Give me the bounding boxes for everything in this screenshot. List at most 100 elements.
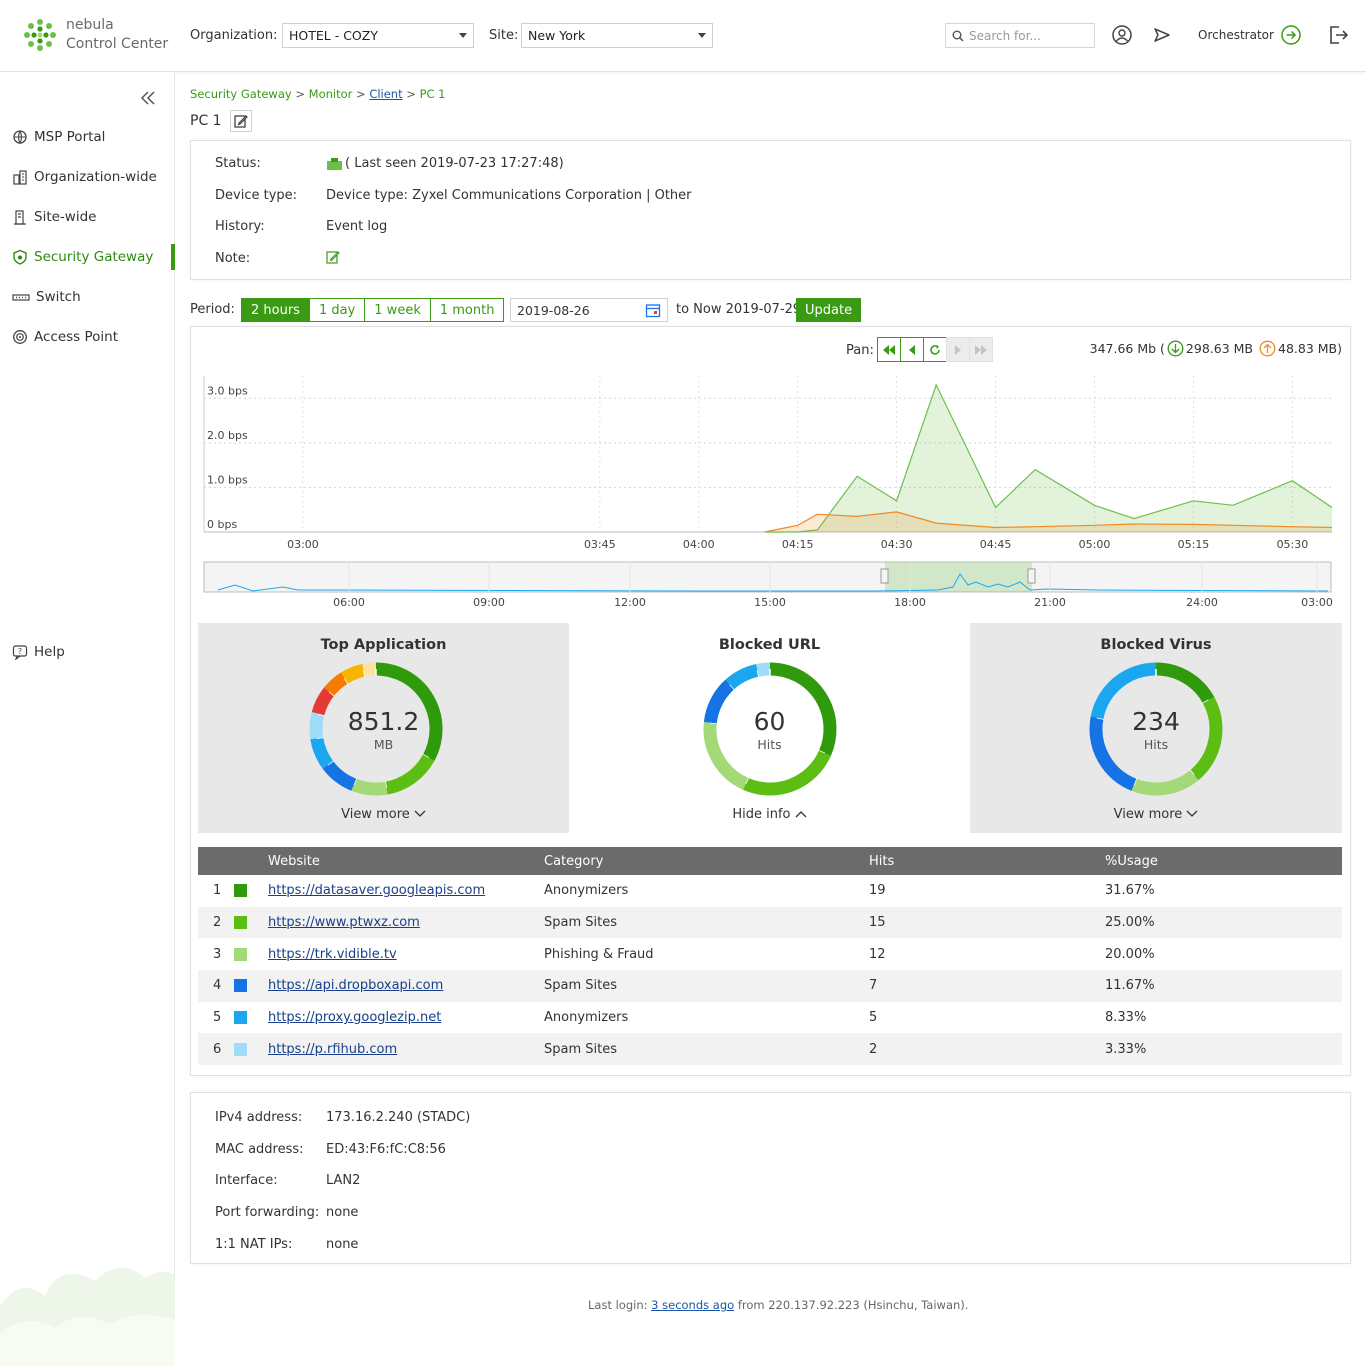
period-1-week-button[interactable]: 1 week: [365, 299, 431, 321]
website-link[interactable]: https://p.rfihub.com: [268, 1041, 398, 1057]
x-tick-label: 05:30: [1277, 538, 1309, 551]
blocked-virus-value: 234: [1132, 707, 1180, 736]
date-input[interactable]: 2019-08-26: [510, 298, 668, 322]
donut-segment-8[interactable]: [341, 663, 366, 684]
calendar-icon[interactable]: [645, 302, 661, 318]
usage-total: 347.66 Mb (: [1089, 341, 1165, 356]
double-chevron-right-icon: [975, 344, 987, 355]
chevron-left-icon: [909, 344, 915, 355]
site-select[interactable]: New York: [521, 23, 713, 48]
arrow-right-circle-icon[interactable]: [1280, 24, 1302, 46]
donut-segment-5[interactable]: [309, 711, 325, 740]
donut-segment-9[interactable]: [362, 662, 377, 677]
navigator-handle-left[interactable]: [880, 568, 889, 584]
help-link[interactable]: ? Help: [12, 644, 65, 660]
port-forwarding-value: none: [326, 1205, 359, 1220]
blocked-url-donut: [703, 662, 837, 796]
last-login-link[interactable]: 3 seconds ago: [651, 1298, 735, 1312]
series-line-0: [764, 383, 1333, 533]
donut-segment-0[interactable]: [1155, 662, 1215, 704]
page-title-row: PC 1: [190, 110, 252, 132]
donut-segment-1[interactable]: [1189, 696, 1223, 781]
donut-segment-2[interactable]: [1131, 770, 1199, 796]
breadcrumb-security-gateway[interactable]: Security Gateway: [190, 87, 292, 101]
period-1-day-button[interactable]: 1 day: [309, 299, 366, 321]
sidebar-item-security-gateway[interactable]: Security Gateway: [0, 244, 175, 270]
website-link[interactable]: https://datasaver.googleapis.com: [268, 883, 486, 899]
donut-segment-3[interactable]: [1089, 716, 1137, 791]
pan-first-button[interactable]: [877, 337, 901, 362]
website-link[interactable]: https://www.ptwxz.com: [268, 915, 420, 931]
last-login-prefix: Last login:: [588, 1298, 652, 1312]
chevron-down-icon: [459, 33, 467, 38]
sidebar-item-access-point[interactable]: Access Point: [0, 324, 175, 350]
donut-segment-0[interactable]: [769, 662, 837, 757]
period-2-hours-button[interactable]: 2 hours: [242, 299, 310, 321]
search-icon: [952, 30, 964, 42]
edit-icon: [233, 115, 248, 128]
period-1-month-button[interactable]: 1 month: [430, 299, 504, 321]
chevron-down-icon: [698, 33, 706, 38]
table-row: 6 https://p.rfihub.com Spam Sites 2 3.33%: [198, 1033, 1342, 1066]
sidebar-item-switch[interactable]: Switch: [0, 284, 175, 310]
donut-segment-3[interactable]: [703, 679, 735, 724]
website-link[interactable]: https://trk.vidible.tv: [268, 946, 397, 962]
access-point-icon: [13, 330, 27, 344]
row-index-cell: 5: [198, 1002, 268, 1034]
time-navigator[interactable]: 06:00 09:00 12:00 15:00 18:00 21:00 24:00 03:00: [198, 560, 1343, 610]
collapse-sidebar-icon[interactable]: [138, 88, 158, 108]
blocked-virus-view-more[interactable]: View more: [970, 807, 1342, 822]
breadcrumb-client[interactable]: Client: [369, 87, 403, 101]
logout-icon[interactable]: [1327, 24, 1349, 46]
ipv4-label: IPv4 address:: [215, 1110, 303, 1125]
donut-segment-1[interactable]: [742, 750, 831, 796]
update-button[interactable]: Update: [796, 298, 862, 322]
donut-segment-4[interactable]: [310, 736, 334, 769]
blocked-url-hide-info[interactable]: Hide info: [569, 807, 970, 822]
breadcrumb-monitor[interactable]: Monitor: [308, 87, 353, 101]
edit-title-button[interactable]: [229, 110, 252, 132]
donut-divider: [327, 759, 334, 766]
announcement-icon[interactable]: [1151, 24, 1173, 46]
org-select[interactable]: HOTEL - COZY: [282, 23, 474, 48]
sidebar-item-msp-portal[interactable]: MSP Portal: [0, 124, 175, 150]
sidebar-item-label: Site-wide: [34, 209, 97, 225]
navigator-handle-right[interactable]: [1027, 568, 1036, 584]
sidebar-item-site-wide[interactable]: Site-wide: [0, 204, 175, 230]
x-tick-label: 04:15: [782, 538, 814, 551]
donut-segment-1[interactable]: [384, 754, 435, 795]
donut-segment-2[interactable]: [351, 778, 388, 796]
donut-segment-7[interactable]: [324, 672, 349, 696]
usage-header[interactable]: %Usage: [1105, 847, 1342, 875]
upload-icon: [1259, 340, 1276, 357]
note-edit-button[interactable]: [326, 250, 340, 264]
donut-segment-5[interactable]: [756, 662, 771, 677]
search-input[interactable]: Search for...: [945, 23, 1095, 48]
website-link[interactable]: https://proxy.googlezip.net: [268, 1010, 442, 1026]
row-index: 6: [213, 1041, 222, 1057]
x-tick-label: 03:00: [287, 538, 319, 551]
navigator-line: [217, 573, 1329, 592]
donut-segment-4[interactable]: [725, 663, 760, 690]
sidebar-item-label: Organization-wide: [34, 169, 157, 185]
website-link[interactable]: https://api.dropboxapi.com: [268, 978, 444, 994]
donut-segment-4[interactable]: [1090, 662, 1157, 720]
sidebar-item-organization-wide[interactable]: Organization-wide: [0, 164, 175, 190]
pan-last-button[interactable]: [969, 337, 993, 362]
support-icon[interactable]: [1111, 24, 1133, 46]
pan-refresh-button[interactable]: [923, 337, 947, 362]
event-log-link[interactable]: Event log: [326, 219, 388, 234]
x-tick-label: 03:45: [584, 538, 616, 551]
hits-header[interactable]: Hits: [869, 847, 1105, 875]
donut-segment-3[interactable]: [322, 760, 357, 791]
pan-prev-button[interactable]: [900, 337, 924, 362]
pan-next-button[interactable]: [946, 337, 970, 362]
nebula-logo[interactable]: nebula Control Center: [22, 16, 168, 54]
donut-segment-0[interactable]: [375, 662, 443, 761]
orchestrator-link[interactable]: Orchestrator: [1198, 28, 1274, 42]
website-header[interactable]: Website: [268, 847, 544, 875]
category-header[interactable]: Category: [544, 847, 869, 875]
blocked-virus-title: Blocked Virus: [1100, 637, 1212, 653]
donut-segment-2[interactable]: [703, 722, 749, 790]
top-application-view-more[interactable]: View more: [198, 807, 569, 822]
